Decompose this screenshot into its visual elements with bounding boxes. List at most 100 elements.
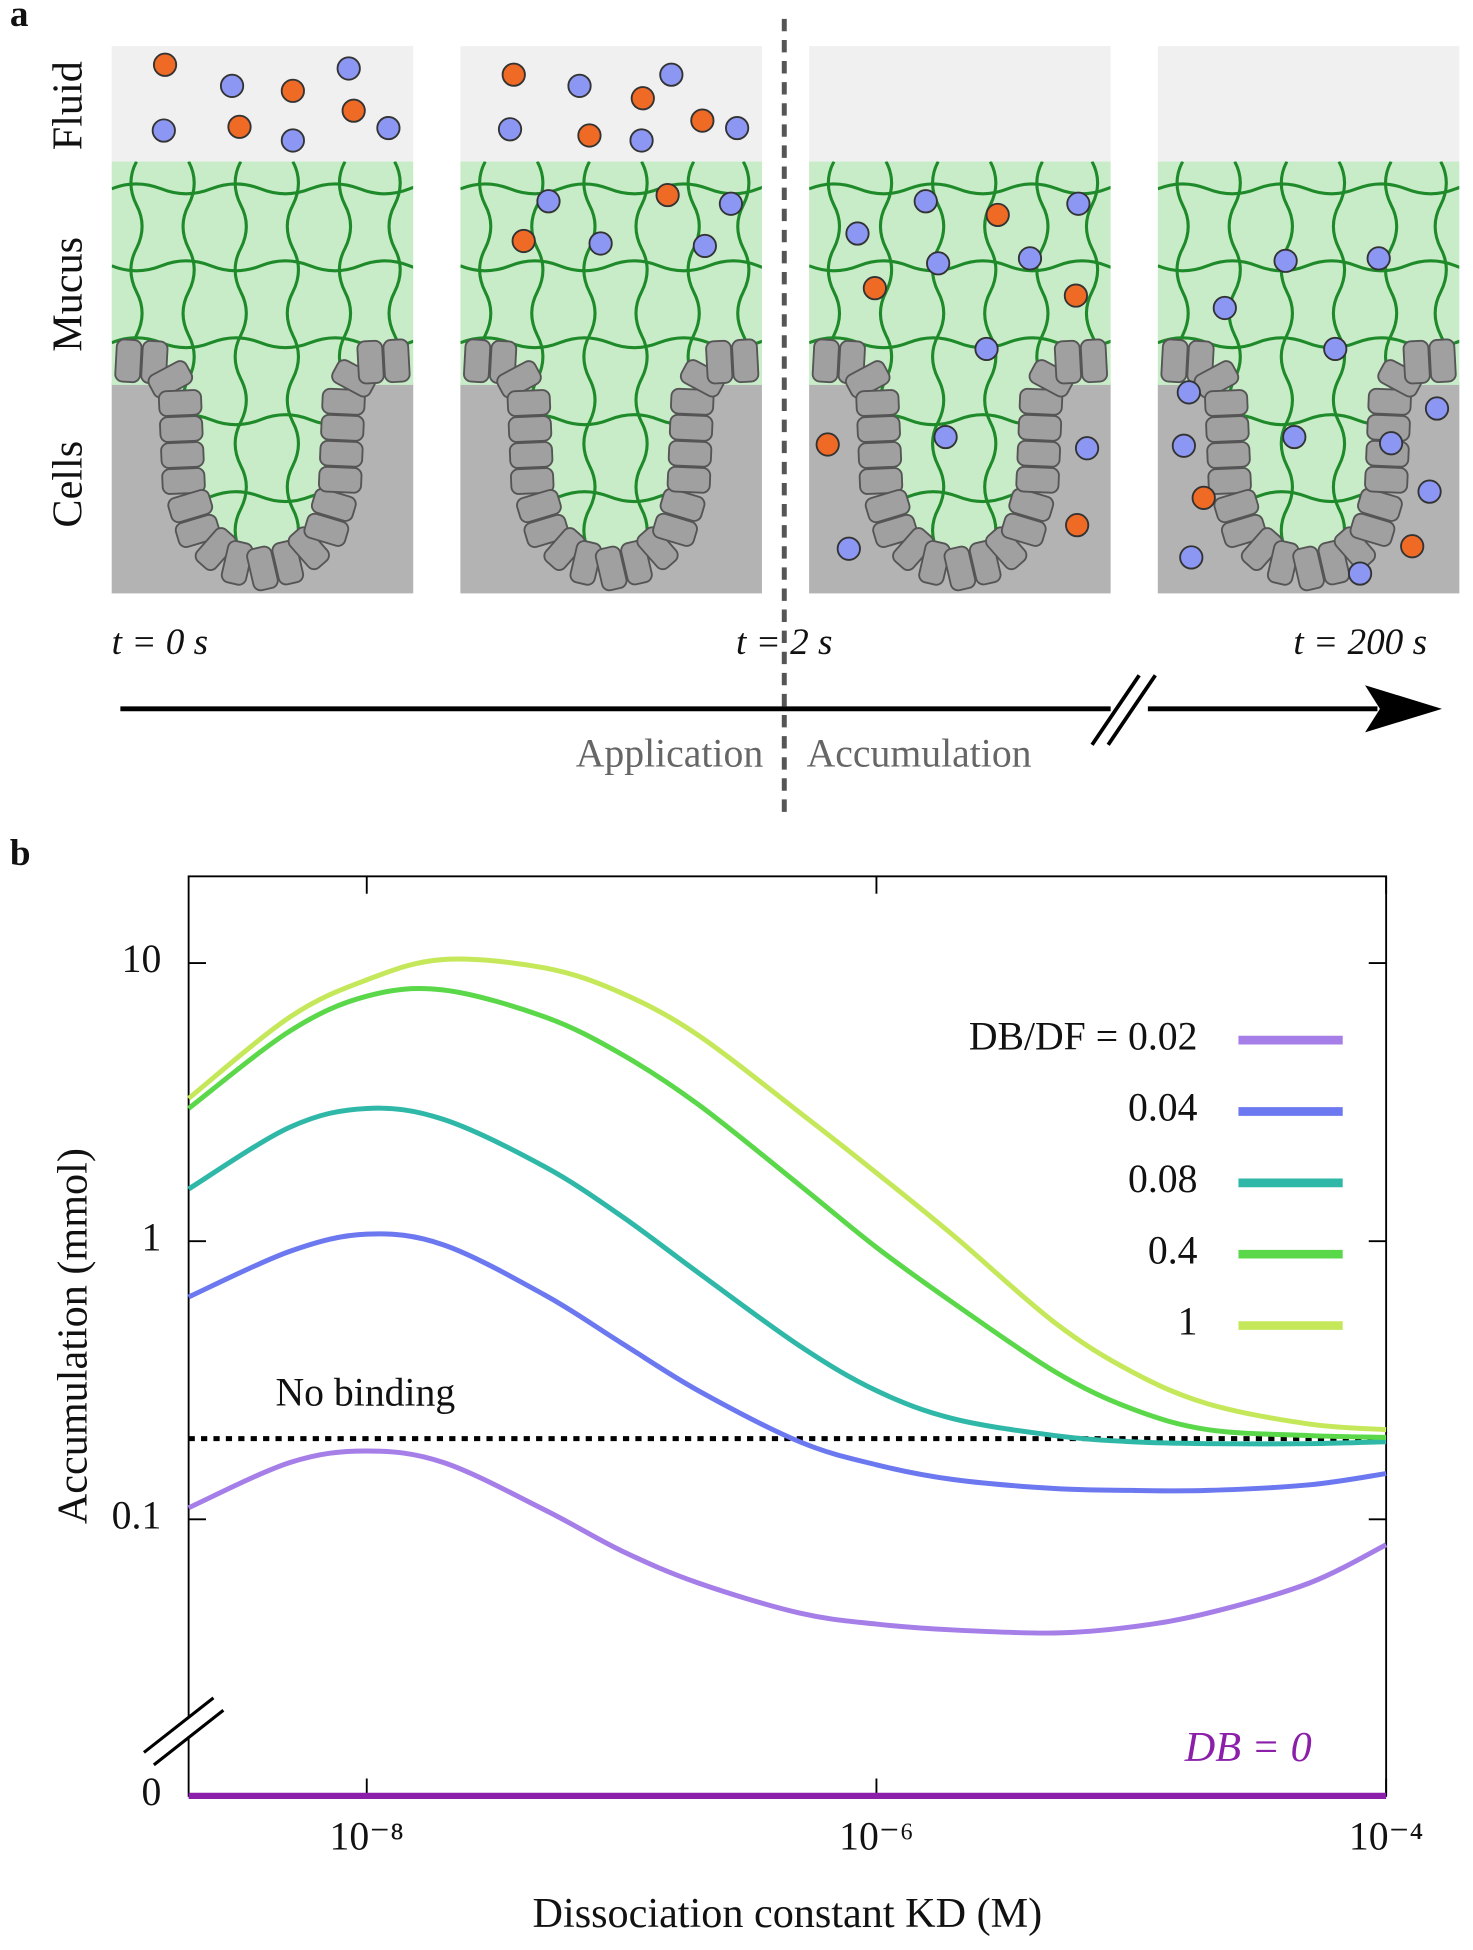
epithelial-cell [594, 545, 628, 592]
time-label: t = 2 s [736, 622, 832, 663]
particle-orange [280, 78, 305, 103]
particle-blue [1179, 545, 1204, 570]
epithelial-cell [1079, 338, 1108, 384]
particle-orange [862, 276, 887, 301]
particle-blue [1017, 246, 1043, 271]
mesh-strand [983, 161, 998, 569]
mesh-strand [1331, 161, 1347, 569]
mesh-strand [285, 161, 300, 569]
particle-blue [1366, 246, 1391, 271]
mesh-strand [1279, 161, 1294, 569]
axis-break [1090, 674, 1157, 746]
x-tick-label: 10⁻⁴ [1349, 1815, 1424, 1859]
epithelial-cell [246, 545, 279, 592]
mesh-strand [111, 259, 414, 273]
chart: 10⁻⁸ 10⁻⁶ 10⁻⁴ 0 0.1 1 10 Dissociation constant… [50, 875, 1424, 1937]
epithelial-cell [1292, 545, 1325, 592]
particle-blue [588, 231, 613, 256]
particle-blue [1074, 436, 1100, 461]
particle-blue [913, 189, 938, 214]
epithelial-cell [157, 389, 203, 417]
particle-orange [655, 182, 680, 208]
particle-blue [1424, 396, 1450, 421]
mesh-strand [1157, 182, 1460, 196]
mesh-strand [1157, 259, 1460, 273]
time-label: t = 200 s [1293, 622, 1427, 663]
epithelial-cell [159, 415, 204, 443]
epithelial-cell [1204, 389, 1249, 417]
particle-blue [1066, 191, 1091, 216]
y-tick-label: 10 [122, 937, 162, 981]
row-label: Fluid [45, 61, 92, 150]
x-tick-label: 10⁻⁶ [839, 1815, 914, 1859]
particle-blue [1282, 424, 1307, 450]
epithelial-cell [319, 439, 364, 468]
legend-label: 0.04 [1128, 1086, 1198, 1130]
mesh-strand [233, 161, 248, 569]
particle-blue [219, 73, 245, 98]
epithelial-cell [1428, 338, 1457, 384]
particle-blue [336, 56, 361, 81]
particle-blue [845, 221, 870, 246]
epithelial-cell [303, 512, 350, 547]
epithelial-cell [160, 441, 205, 469]
y-tick-label: 0.1 [112, 1493, 162, 1537]
series-line [187, 986, 1387, 1440]
particle-blue [725, 115, 750, 141]
series-line [187, 956, 1387, 1433]
epithelial-cell [510, 467, 555, 495]
epithelial-cell [668, 413, 714, 442]
epithelial-cell [1364, 465, 1409, 494]
particle-orange [630, 86, 655, 111]
particle-orange [815, 432, 840, 457]
particle-blue [1176, 380, 1201, 405]
series-line [187, 1105, 1387, 1447]
baseline-label: DB = 0 [1184, 1724, 1312, 1771]
epithelial-cell [508, 441, 554, 469]
particle-orange [577, 123, 602, 148]
x-axis-label: Dissociation constant KD (M) [533, 1890, 1043, 1937]
particle-blue [376, 115, 401, 141]
particle-blue [1212, 295, 1237, 321]
particle-blue [1378, 431, 1404, 456]
particle-orange [1400, 534, 1425, 559]
epithelial-cell [811, 338, 840, 384]
epithelial-cell [705, 339, 734, 385]
epithelial-cell [652, 512, 698, 547]
epithelial-cell [943, 545, 977, 592]
particle-blue [659, 62, 684, 87]
epithelial-cell [858, 467, 904, 495]
epithelial-cell [167, 488, 214, 524]
epithelial-cell [356, 339, 385, 385]
mesh-strand [460, 182, 762, 196]
epithelial-cell [1017, 413, 1063, 442]
y-axis-label: Accumulation (mmol) [50, 1148, 97, 1524]
particle-orange [511, 228, 536, 254]
particle-blue [497, 117, 523, 142]
schematic-panel [460, 46, 762, 594]
epithelial-cell [1160, 338, 1189, 384]
particle-orange [1063, 283, 1088, 308]
series-line [187, 1448, 1388, 1636]
legend-label: 0.4 [1148, 1228, 1198, 1272]
particle-blue [629, 128, 654, 153]
epithelial-cell [1018, 387, 1064, 416]
epithelial-cell [731, 338, 760, 384]
epithelial-cell [1367, 387, 1412, 416]
series-line [187, 1231, 1387, 1494]
particle-blue [151, 118, 176, 143]
epithelial-cell [855, 389, 900, 417]
particle-blue [1323, 336, 1348, 362]
schematic [111, 46, 1460, 594]
particle-blue [692, 233, 717, 259]
epithelial-cell [1205, 415, 1250, 443]
particle-blue [836, 536, 861, 561]
particle-orange [501, 62, 526, 87]
particle-blue [1347, 561, 1373, 586]
mesh-strand [634, 161, 649, 569]
epithelial-cell [506, 389, 552, 417]
time-label: t = 0 s [112, 622, 208, 663]
epithelial-cell [856, 415, 901, 443]
